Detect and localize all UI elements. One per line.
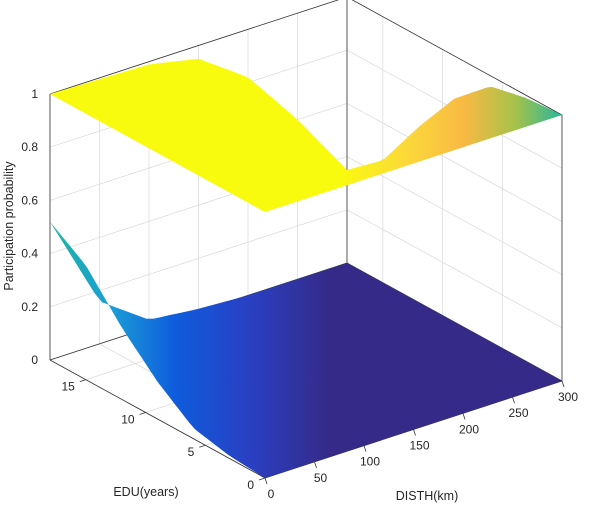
- x-axis-label: DISTH(km): [396, 489, 459, 503]
- grid-line-side-z-3: [346, 103, 563, 222]
- x-tick-label-1: 50: [314, 471, 328, 485]
- z-tick-label-4: 0.8: [21, 140, 38, 154]
- y-tick-mark-1: [199, 444, 206, 448]
- high-surface-fill: [50, 58, 562, 212]
- y-axis-ticks: 0 5 10 15: [61, 379, 266, 492]
- z-tick-label-2: 0.4: [21, 247, 38, 261]
- x-axis-ticks: 0 50 100 150 200 250 300: [264, 380, 578, 501]
- y-tick-mark-0: [258, 477, 266, 481]
- y-tick-label-0: 0: [247, 478, 254, 492]
- z-tick-label-0: 0: [31, 353, 38, 367]
- box-edge-3: [49, 0, 340, 95]
- x-tick-mark-2: [363, 445, 367, 452]
- grid-line-side-z-2: [346, 156, 563, 275]
- x-tick-label-5: 250: [508, 406, 528, 420]
- y-axis-label: EDU(years): [113, 485, 178, 499]
- z-tick-label-3: 0.6: [21, 193, 38, 207]
- x-tick-label-0: 0: [268, 487, 275, 501]
- x-tick-label-3: 150: [409, 439, 429, 453]
- x-tick-label-6: 300: [558, 390, 578, 404]
- z-tick-label-5: 1: [31, 87, 38, 101]
- grid-line-side-z-1: [346, 209, 563, 329]
- x-tick-mark-5: [512, 397, 515, 404]
- y-tick-mark-3: [79, 379, 86, 383]
- high-surface: [50, 58, 562, 212]
- y-tick-mark-2: [139, 412, 146, 415]
- x-tick-label-4: 200: [459, 422, 479, 436]
- y-tick-label-3: 15: [61, 380, 75, 394]
- y-tick-label-2: 10: [121, 412, 135, 426]
- x-tick-mark-6: [561, 380, 565, 388]
- x-tick-mark-0: [264, 477, 268, 485]
- x-tick-mark-1: [314, 461, 317, 468]
- y-tick-label-1: 5: [188, 445, 195, 459]
- low-surface: [50, 221, 562, 478]
- z-axis-ticks: 0 0.2 0.4 0.6 0.8 1: [21, 87, 38, 367]
- z-tick-label-1: 0.2: [21, 300, 38, 314]
- x-tick-mark-4: [462, 413, 466, 420]
- x-tick-label-2: 100: [360, 455, 380, 469]
- x-tick-mark-3: [413, 429, 416, 436]
- box-edge-4: [351, 0, 563, 116]
- low-surface-fill: [50, 221, 562, 478]
- z-axis-label: Participation probability: [2, 161, 16, 291]
